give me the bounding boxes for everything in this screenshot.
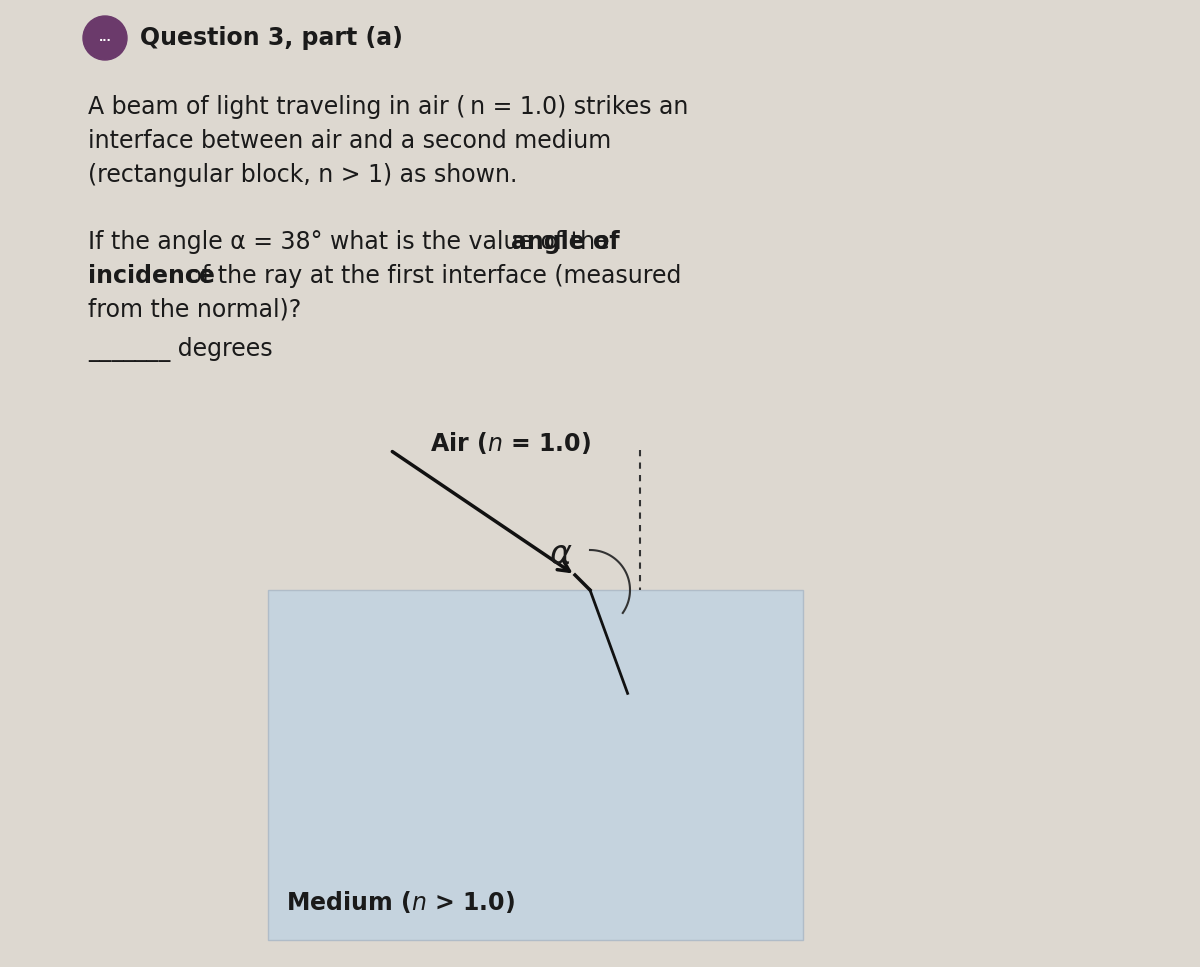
Text: A beam of light traveling in air ( n = 1.0) strikes an: A beam of light traveling in air ( n = 1…	[88, 95, 689, 119]
Text: incidence: incidence	[88, 264, 215, 288]
Text: α: α	[550, 539, 571, 571]
Text: interface between air and a second medium: interface between air and a second mediu…	[88, 129, 611, 153]
Circle shape	[83, 16, 127, 60]
Text: ...: ...	[98, 33, 112, 43]
Text: Medium ($n$ > 1.0): Medium ($n$ > 1.0)	[286, 889, 515, 915]
Text: _______ degrees: _______ degrees	[88, 337, 272, 362]
Text: angle of: angle of	[511, 230, 620, 254]
Text: Air ($n$ = 1.0): Air ($n$ = 1.0)	[430, 430, 590, 456]
Text: (rectangular block, n > 1) as shown.: (rectangular block, n > 1) as shown.	[88, 163, 517, 187]
Text: of the ray at the first interface (measured: of the ray at the first interface (measu…	[180, 264, 682, 288]
Bar	[268, 590, 803, 940]
Text: If the angle α = 38° what is the value of the: If the angle α = 38° what is the value o…	[88, 230, 617, 254]
Text: Question 3, part (a): Question 3, part (a)	[140, 26, 403, 50]
Text: from the normal)?: from the normal)?	[88, 298, 301, 322]
